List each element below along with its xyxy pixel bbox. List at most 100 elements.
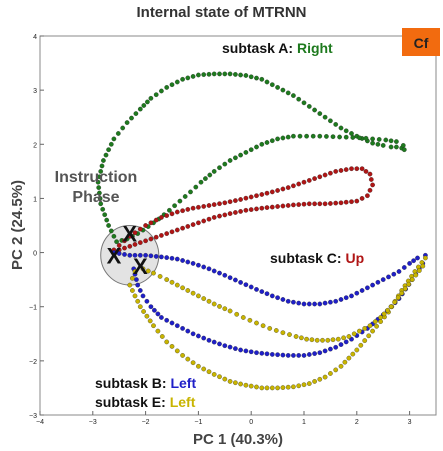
data-point-c xyxy=(137,226,143,232)
data-point-b xyxy=(211,268,217,274)
data-point-a xyxy=(343,134,349,140)
data-point-e xyxy=(169,279,175,285)
data-point-a xyxy=(101,158,106,163)
data-point-c xyxy=(174,209,180,215)
data-point-e xyxy=(328,371,333,376)
data-point-c xyxy=(153,234,159,240)
data-point-a xyxy=(349,131,354,136)
data-point-b xyxy=(243,282,249,288)
data-point-a xyxy=(322,114,328,120)
data-point-c xyxy=(368,177,374,182)
x-marker-layer: XX X xyxy=(107,222,148,279)
data-point-a xyxy=(269,138,275,144)
data-point-b xyxy=(217,270,222,276)
data-point-e xyxy=(164,277,170,282)
label-subtask-a-prefix: subtask A: xyxy=(222,40,297,56)
data-point-a xyxy=(275,136,280,142)
data-point-e xyxy=(234,311,240,317)
data-point-e xyxy=(342,359,348,365)
data-point-b xyxy=(206,337,212,343)
data-point-c xyxy=(365,193,370,199)
data-point-a xyxy=(98,201,104,207)
data-point-a xyxy=(222,161,228,167)
data-point-e xyxy=(362,326,368,331)
x-marker: X xyxy=(133,254,148,279)
data-point-a xyxy=(330,134,336,140)
x-marker: X xyxy=(122,222,137,247)
data-point-c xyxy=(196,220,201,226)
data-point-e xyxy=(416,268,422,273)
data-point-b xyxy=(185,328,191,334)
panel-badge-bg xyxy=(402,28,440,56)
data-point-a xyxy=(217,71,222,77)
data-point-b xyxy=(153,254,159,259)
data-point-a xyxy=(104,217,110,223)
data-point-b xyxy=(143,252,148,258)
data-point-b xyxy=(206,266,212,272)
data-point-e xyxy=(287,332,292,337)
data-point-b xyxy=(291,353,296,358)
data-point-e xyxy=(285,384,291,390)
data-point-a xyxy=(383,137,389,143)
data-point-a xyxy=(394,139,399,144)
data-point-b xyxy=(196,262,201,268)
data-point-c xyxy=(269,204,275,210)
data-point-a xyxy=(375,141,381,147)
data-point-c xyxy=(349,199,354,205)
data-point-e xyxy=(370,328,375,334)
data-point-e xyxy=(304,336,309,342)
data-point-b xyxy=(301,301,307,307)
y-tick-label: 1 xyxy=(33,196,37,203)
data-point-b xyxy=(164,317,170,323)
data-point-e xyxy=(147,318,153,324)
data-point-c xyxy=(217,213,222,219)
data-point-e xyxy=(402,286,408,292)
data-point-b xyxy=(322,300,328,306)
data-point-c xyxy=(127,243,133,249)
data-point-b xyxy=(370,282,375,288)
data-point-a xyxy=(177,198,183,204)
data-point-a xyxy=(285,134,291,140)
data-point-c xyxy=(227,199,233,205)
data-point-b xyxy=(275,352,280,358)
data-point-a xyxy=(211,169,217,174)
x-tick-label: 3 xyxy=(408,419,412,426)
data-point-a xyxy=(97,196,103,201)
data-point-b xyxy=(248,349,254,355)
data-point-b xyxy=(201,264,207,270)
data-point-a xyxy=(357,135,362,141)
data-point-c xyxy=(122,245,127,251)
data-point-a xyxy=(169,82,175,88)
label-subtask-c-dir: Up xyxy=(345,250,364,266)
data-point-b xyxy=(144,298,150,304)
data-point-e xyxy=(222,306,228,312)
instruction-label-line1: Instruction xyxy=(55,169,138,186)
data-point-c xyxy=(148,220,154,226)
data-point-e xyxy=(367,323,373,329)
data-point-b xyxy=(391,271,397,277)
data-point-c xyxy=(254,193,259,199)
x-tick-label: 0 xyxy=(249,419,253,426)
data-point-e xyxy=(346,334,352,339)
data-point-b xyxy=(333,344,339,350)
data-point-e xyxy=(211,372,217,377)
data-point-e xyxy=(269,385,275,391)
data-point-a xyxy=(198,179,204,185)
data-point-c xyxy=(196,204,201,210)
data-point-c xyxy=(190,205,196,211)
data-point-e xyxy=(264,385,270,391)
data-point-b xyxy=(217,341,222,347)
data-point-e xyxy=(180,353,185,358)
data-point-a xyxy=(400,143,406,148)
data-point-a xyxy=(380,143,386,148)
label-subtask-b: subtask B: Left xyxy=(95,375,196,391)
data-point-e xyxy=(201,366,207,372)
data-point-b xyxy=(201,335,207,341)
data-point-b xyxy=(180,258,185,263)
data-point-e xyxy=(317,376,323,382)
data-point-b xyxy=(222,343,228,349)
data-point-e xyxy=(144,313,150,319)
data-point-c xyxy=(132,230,138,236)
data-point-a xyxy=(306,104,312,109)
data-point-b xyxy=(233,346,238,351)
